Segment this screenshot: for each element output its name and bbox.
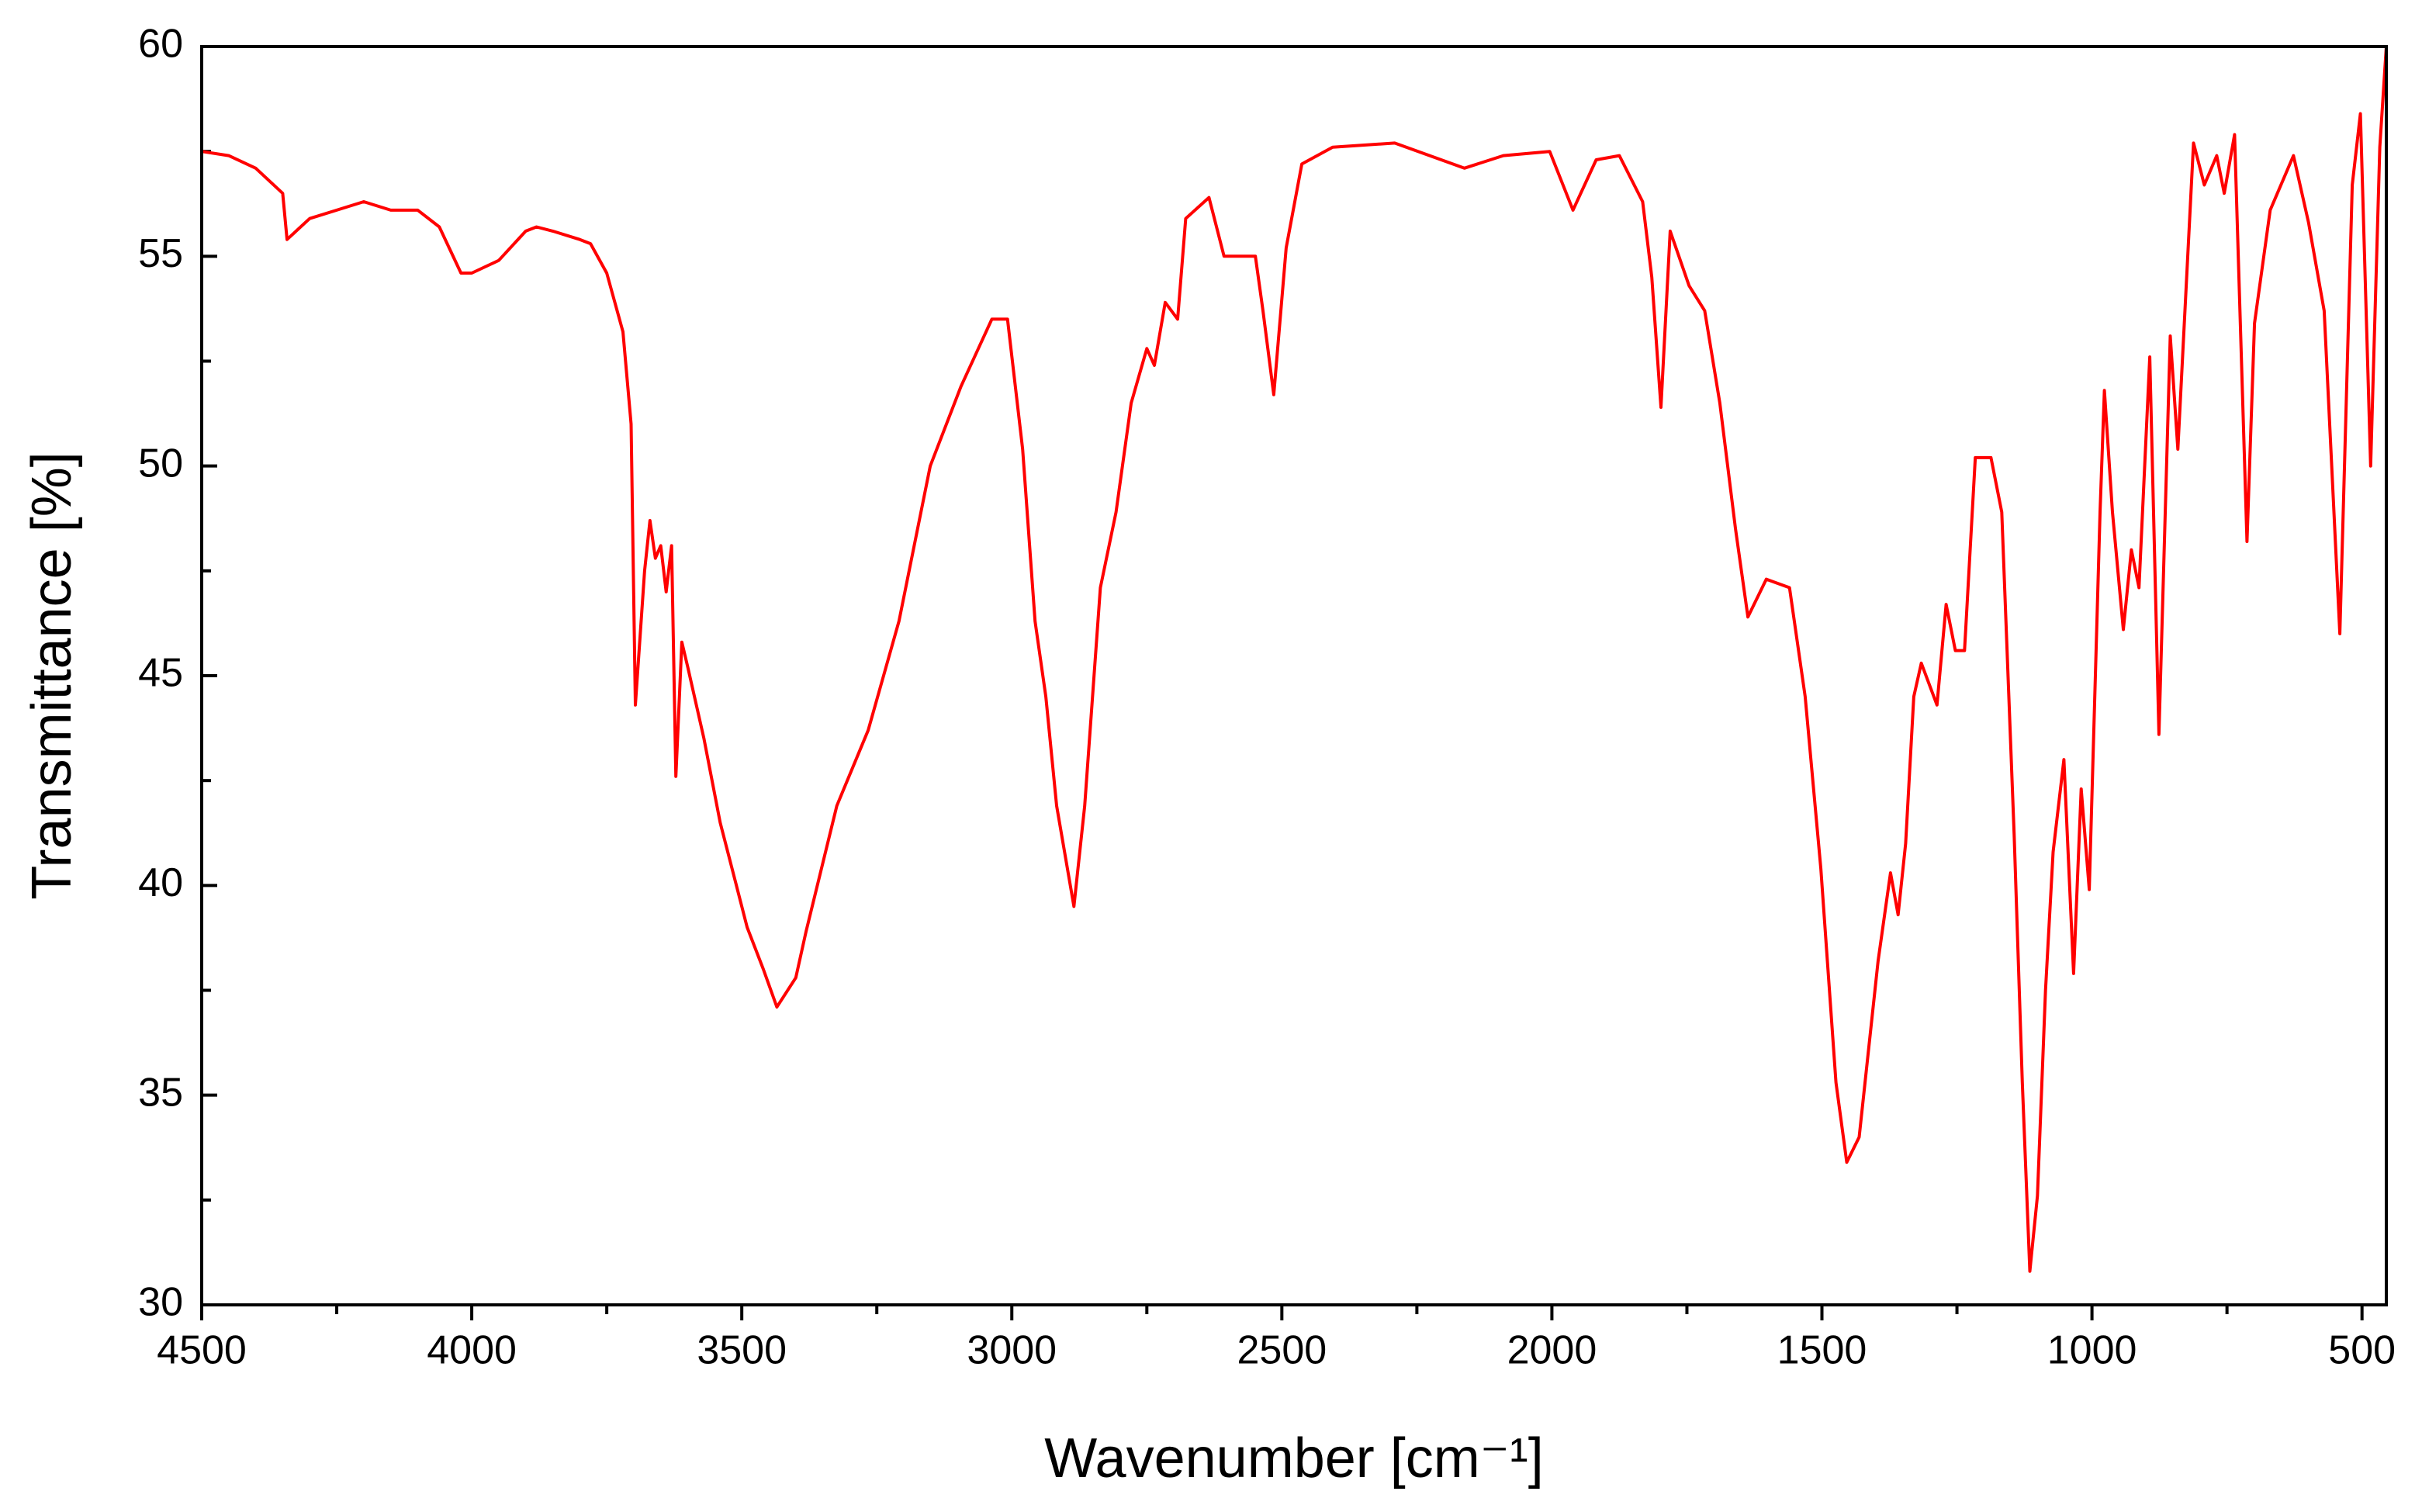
x-tick-label: 3500 bbox=[697, 1328, 787, 1373]
x-tick-label: 3000 bbox=[967, 1328, 1057, 1373]
y-tick-label: 35 bbox=[138, 1070, 183, 1115]
spectrum-line bbox=[201, 46, 2388, 1273]
y-axis-title: Transmittance [%] bbox=[21, 452, 83, 900]
x-tick-label: 2000 bbox=[1507, 1328, 1597, 1373]
y-tick-label: 60 bbox=[138, 22, 183, 67]
x-tick-label: 2500 bbox=[1237, 1328, 1327, 1373]
plot-frame bbox=[200, 45, 2388, 1306]
x-tick-label: 4000 bbox=[427, 1328, 517, 1373]
y-tick-label: 30 bbox=[138, 1280, 183, 1325]
x-axis-title: Wavenumber [cm⁻¹] bbox=[1044, 1427, 1543, 1490]
x-tick-label: 1500 bbox=[1777, 1328, 1867, 1373]
x-tick-label: 1000 bbox=[2047, 1328, 2137, 1373]
y-tick-label: 40 bbox=[138, 860, 183, 905]
x-tick-label: 500 bbox=[2328, 1328, 2396, 1373]
x-tick-label: 4500 bbox=[157, 1328, 247, 1373]
y-tick-label: 50 bbox=[138, 441, 183, 486]
y-tick-label: 55 bbox=[138, 231, 183, 276]
y-tick-label: 45 bbox=[138, 651, 183, 696]
